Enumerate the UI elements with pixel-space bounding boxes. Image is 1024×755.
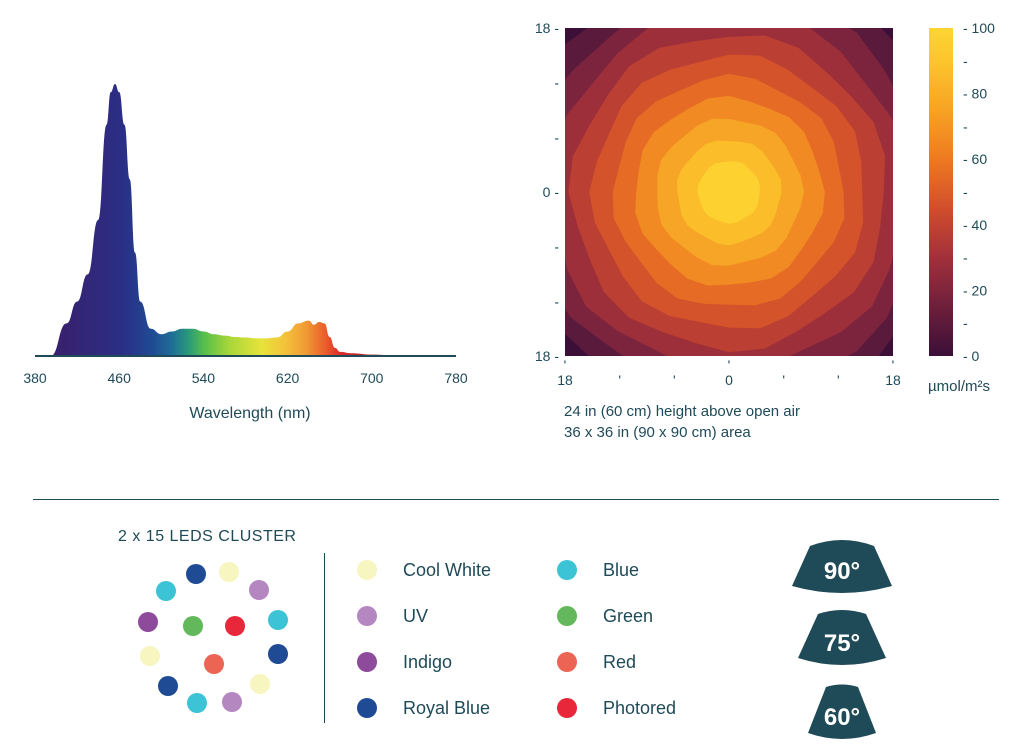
legend-cool-white: Cool White [357,558,491,582]
legend-blue: Blue [557,558,639,582]
heatmap-y-tick: - [554,293,559,309]
spectrum-area [50,84,456,356]
swatch-red [557,652,577,672]
led-dot [138,612,158,632]
colorbar-tick: - 100 [963,20,995,36]
legend-photored: Photored [557,696,676,720]
led-dot [186,564,206,584]
led-dot [187,693,207,713]
colorbar [929,28,953,356]
spectrum-x-tick: 380 [23,370,47,386]
spectrum-x-tick: 460 [108,370,132,386]
colorbar-unit: µmol/m²s [928,378,990,395]
colorbar-ticks: - 100 - - 80 - - 60 - - 40 - - 20 - - 0 [963,20,995,364]
spectrum-x-tick: 540 [192,370,216,386]
beam-angle-60-label: 60° [824,704,860,731]
legend-label: Red [603,651,637,672]
heatmap-x-tick: ' [618,372,621,388]
legend-green: Green [557,604,653,628]
colorbar-tick: - [963,184,968,200]
spectrum-chart: 380 460 540 620 700 780 Wavelength (nm) [23,84,468,422]
colorbar-tick: - [963,250,968,266]
heatmap-x-tick: 18 [885,372,901,388]
heatmap-x-tick: ' [782,372,785,388]
legend-red: Red [557,650,636,674]
heatmap-y-tick: - [554,129,559,145]
heatmap-x-axis: 18'' ' 0'' ' 18' [557,357,901,388]
heatmap-y-tick: 0 - [543,184,560,200]
led-dot [156,581,176,601]
led-dot [158,676,178,696]
heatmap-y-tick: - [554,239,559,255]
led-dot [249,580,269,600]
heatmap-y-tick: 18 - [535,20,559,36]
swatch-uv [357,606,377,626]
beam-angle-75-label: 75° [824,630,860,657]
legend-label: UV [403,605,429,626]
spectrum-x-label: Wavelength (nm) [189,405,310,422]
heatmap-x-tick-mark: ' [892,357,895,373]
legend-label: Cool White [403,559,492,580]
spectrum-x-axis: 380 460 540 620 700 780 [23,370,468,386]
legend-label: Blue [603,559,640,580]
swatch-blue [557,560,577,580]
spectrum-x-tick: 780 [444,370,468,386]
beam-angle-60-icon: 60° [808,684,876,739]
heatmap-x-tick: 18 [557,372,573,388]
colorbar-tick: - 80 [963,86,987,102]
legend-label: Royal Blue [403,697,491,718]
led-dot [183,616,203,636]
swatch-indigo [357,652,377,672]
swatch-cool-white [357,560,377,580]
heatmap-x-tick: ' [673,372,676,388]
legend-indigo: Indigo [357,650,452,674]
heatmap-x-tick-mark: ' [728,357,731,373]
led-dot [140,646,160,666]
legend-uv: UV [357,604,428,628]
swatch-green [557,606,577,626]
beam-angle-90-label: 90° [824,558,860,585]
led-dot [219,562,239,582]
heatmap-caption-line2: 36 x 36 in (90 x 90 cm) area [564,424,751,441]
spectrum-x-tick: 700 [360,370,384,386]
spectrum-x-tick: 620 [276,370,300,386]
heatmap-x-tick: 0 [725,372,733,388]
colorbar-tick: - 60 [963,151,987,167]
colorbar-tick: - 40 [963,217,987,233]
legend-label: Photored [603,697,677,718]
colorbar-tick: - 20 [963,282,987,298]
legend-label: Indigo [403,651,453,672]
heatmap-x-tick-mark: ' [564,357,567,373]
legend-royal-blue: Royal Blue [357,696,490,720]
led-dot [225,616,245,636]
led-dot [268,610,288,630]
swatch-royal-blue [357,698,377,718]
beam-angle-75-icon: 75° [798,610,886,665]
colorbar-tick: - [963,118,968,134]
led-dot [268,644,288,664]
heatmap-contour [697,161,760,224]
led-dot [250,674,270,694]
led-dot [222,692,242,712]
ppfd-heatmap-chart: 18 ---0 ---18 - 18'' ' 0'' ' 18' - 100-- 80-… [535,20,995,395]
colorbar-tick: - 0 [963,348,980,364]
swatch-photored [557,698,577,718]
heatmap-x-tick: ' [837,372,840,388]
section-divider [33,499,999,500]
legend-divider [324,553,325,723]
colorbar-tick: - [963,315,968,331]
heatmap-y-axis: 18 - - - 0 - - - 18 - [535,20,559,364]
legend-label: Green [603,605,654,626]
heatmap-contours [565,28,893,356]
cluster-title: 2 x 15 LEDS CLUSTER [118,528,297,545]
heatmap-y-tick: - [554,75,559,91]
heatmap-caption-line1: 24 in (60 cm) height above open air [564,403,800,420]
colorbar-tick: - [963,53,968,69]
led-dot [204,654,224,674]
beam-angle-90-icon: 90° [792,540,892,593]
heatmap-y-tick: 18 - [535,348,559,364]
